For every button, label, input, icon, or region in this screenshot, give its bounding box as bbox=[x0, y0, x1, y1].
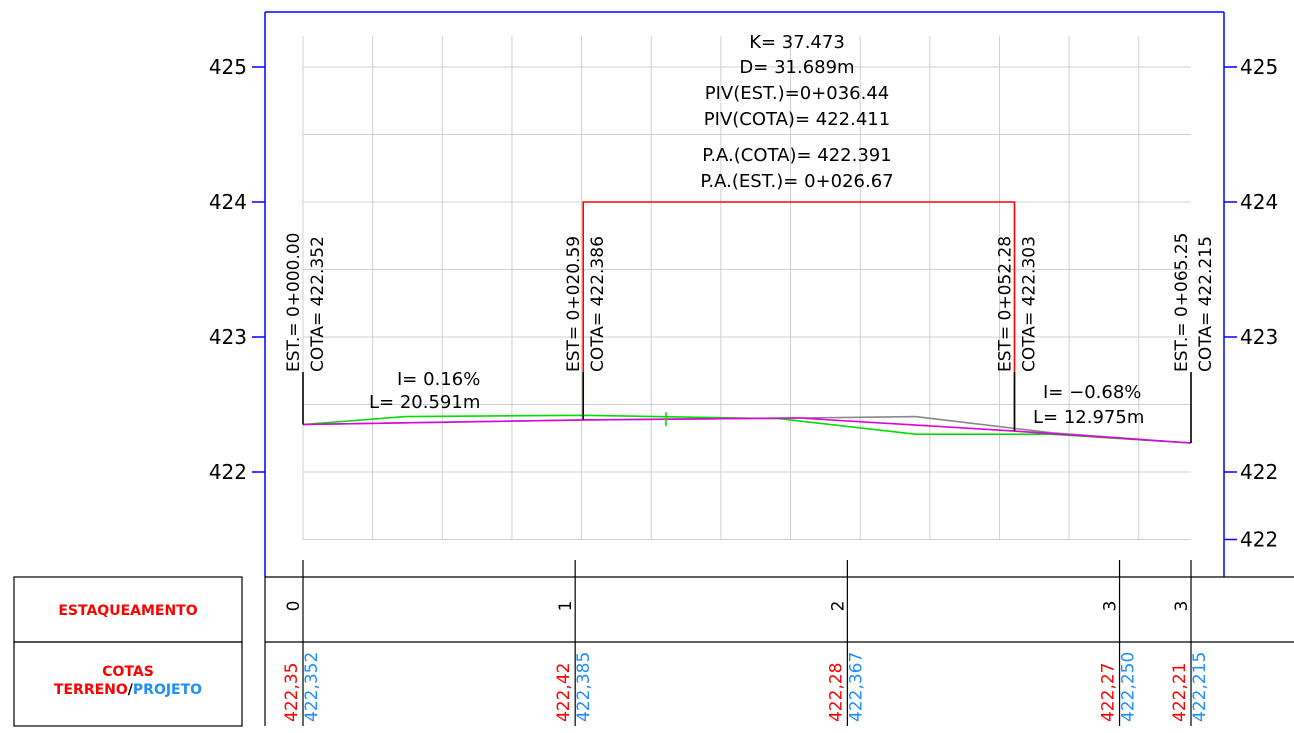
station-est-label: EST= 0+020.59 bbox=[564, 236, 584, 372]
curve-d: D= 31.689m bbox=[739, 57, 854, 78]
station-est-label: EST.= 0+000.00 bbox=[284, 233, 304, 373]
row-label-terreno: TERRENO bbox=[54, 682, 128, 698]
station-number: 3 bbox=[1101, 601, 1121, 612]
slope-annotations: I= 0.16% L= 20.591m I= −0.68% L= 12.975m bbox=[369, 369, 1144, 428]
y-tick-label-left: 423 bbox=[209, 325, 247, 349]
slope-right-i: I= −0.68% bbox=[1043, 382, 1141, 403]
station-cota-label: COTA= 422.303 bbox=[1019, 236, 1039, 372]
y-axis-ticks: 425 424 423 422 425 424 423 422 422 bbox=[209, 55, 1278, 552]
cota-terreno: 422,28 bbox=[826, 663, 846, 722]
row-label-projeto: PROJETO bbox=[133, 682, 202, 698]
station-vertical-labels: EST.= 0+000.00 COTA= 422.352 EST= 0+020.59… bbox=[284, 233, 1216, 443]
station-number: 1 bbox=[556, 601, 576, 612]
profile-frame bbox=[264, 11, 1225, 577]
cota-terreno: 422,21 bbox=[1170, 663, 1190, 722]
curve-pa-cota: P.A.(COTA)= 422.391 bbox=[702, 145, 891, 166]
station-cota-label: COTA= 422.386 bbox=[588, 236, 608, 372]
y-tick-label-right: 425 bbox=[1240, 55, 1278, 79]
curve-k: K= 37.473 bbox=[749, 32, 845, 53]
cota-projeto: 422,215 bbox=[1190, 652, 1210, 722]
station-number: 2 bbox=[828, 601, 848, 612]
slope-left-i: I= 0.16% bbox=[397, 369, 480, 390]
slope-right-l: L= 12.975m bbox=[1033, 407, 1144, 428]
station-number: 3 bbox=[1172, 601, 1192, 612]
y-tick-label-left: 425 bbox=[209, 55, 247, 79]
cota-terreno: 422,42 bbox=[554, 663, 574, 722]
y-tick-label-right: 422 bbox=[1240, 460, 1278, 484]
station-cota-label: COTA= 422.352 bbox=[308, 236, 328, 372]
curve-annotations: K= 37.473 D= 31.689m PIV(EST.)=0+036.44 … bbox=[700, 32, 893, 192]
table-label-box-2 bbox=[13, 641, 243, 727]
row-label-estaqueamento: ESTAQUEAMENTO bbox=[58, 603, 197, 619]
row-label-cotas: COTAS bbox=[102, 664, 154, 680]
cota-projeto: 422,367 bbox=[846, 652, 866, 722]
y-tick-label-left: 422 bbox=[209, 460, 247, 484]
y-tick-label-right: 424 bbox=[1240, 190, 1278, 214]
station-est-label: EST= 0+052.28 bbox=[995, 236, 1015, 372]
station-est-label: EST.= 0+065.25 bbox=[1172, 233, 1192, 373]
cota-terreno: 422,35 bbox=[282, 663, 302, 722]
cota-terreno: 422,27 bbox=[1099, 663, 1119, 722]
curve-box-outline bbox=[582, 201, 1016, 432]
row-label-terreno-projeto: TERRENO/PROJETO bbox=[54, 682, 202, 698]
grid bbox=[302, 36, 1191, 540]
y-tick-label-right: 422 bbox=[1240, 528, 1278, 552]
cota-projeto: 422,385 bbox=[574, 652, 594, 722]
vertical-curve-box bbox=[582, 201, 1016, 432]
cota-projeto: 422,352 bbox=[302, 652, 322, 722]
stationing-table: ESTAQUEAMENTO COTAS TERRENO/PROJETO 0 1 2 3… bbox=[13, 560, 1294, 727]
cota-projeto: 422,250 bbox=[1119, 652, 1139, 722]
slope-left-l: L= 20.591m bbox=[369, 392, 480, 413]
row-label-separator: / bbox=[128, 682, 134, 698]
y-tick-label-left: 424 bbox=[209, 190, 247, 214]
curve-piv-cota: PIV(COTA)= 422.411 bbox=[704, 109, 890, 130]
curve-piv-est: PIV(EST.)=0+036.44 bbox=[705, 83, 890, 104]
curve-pa-est: P.A.(EST.)= 0+026.67 bbox=[700, 171, 893, 192]
station-number: 0 bbox=[284, 601, 304, 612]
profile-series bbox=[302, 414, 1192, 444]
profile-line-2 bbox=[302, 417, 1192, 444]
station-cota-label: COTA= 422.215 bbox=[1196, 236, 1216, 372]
y-tick-label-right: 423 bbox=[1240, 325, 1278, 349]
